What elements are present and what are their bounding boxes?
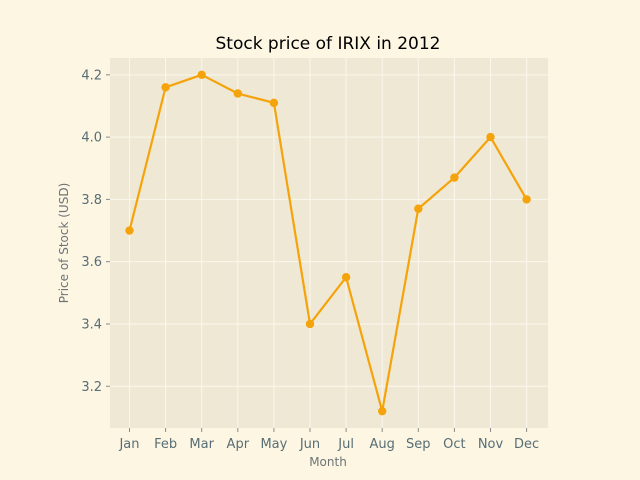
y-tick-label: 3.6: [81, 255, 102, 270]
grid-lines: [110, 58, 548, 428]
data-point: [233, 89, 242, 98]
y-axis-label: Price of Stock (USD): [57, 183, 71, 304]
chart-title: Stock price of IRIX in 2012: [215, 34, 440, 54]
data-point: [378, 406, 387, 416]
x-tick-label: Aug: [370, 437, 395, 452]
x-tick-label: Jul: [337, 437, 354, 452]
data-point: [414, 204, 423, 213]
x-tick-label: Dec: [514, 437, 539, 452]
x-tick-label: Sep: [406, 437, 431, 452]
data-point: [486, 132, 495, 142]
y-tick-label: 3.4: [81, 317, 102, 332]
y-tick-label: 3.2: [81, 380, 102, 395]
x-tick-label: Apr: [227, 437, 250, 452]
data-point: [197, 70, 206, 80]
y-tick-label: 3.8: [81, 193, 102, 208]
x-tick-label: Oct: [443, 437, 465, 452]
x-tick-label: Jan: [118, 437, 139, 452]
data-points: [125, 70, 531, 416]
x-tick-label: Mar: [189, 437, 214, 452]
x-axis-label: Month: [309, 455, 347, 469]
plot-area: [110, 58, 548, 428]
data-point: [305, 319, 315, 329]
data-point: [450, 173, 459, 182]
data-point: [125, 226, 134, 235]
x-axis-ticks: Jan Feb Mar Apr May Jun Jul Aug Sep Oct Nov Dec: [118, 428, 539, 452]
data-point: [269, 98, 279, 108]
data-point: [161, 83, 170, 92]
data-point: [341, 273, 351, 282]
x-tick-label: Jun: [299, 437, 320, 452]
y-axis-ticks: 3.2 3.4 3.6 3.8 4.0 4.2: [81, 68, 110, 395]
x-tick-label: May: [260, 437, 287, 452]
y-tick-label: 4.2: [81, 68, 102, 83]
x-tick-label: Nov: [478, 437, 504, 452]
series-line: [128, 73, 528, 413]
x-tick-label: Feb: [154, 437, 177, 452]
y-tick-label: 4.0: [81, 131, 102, 146]
data-point: [522, 195, 531, 204]
